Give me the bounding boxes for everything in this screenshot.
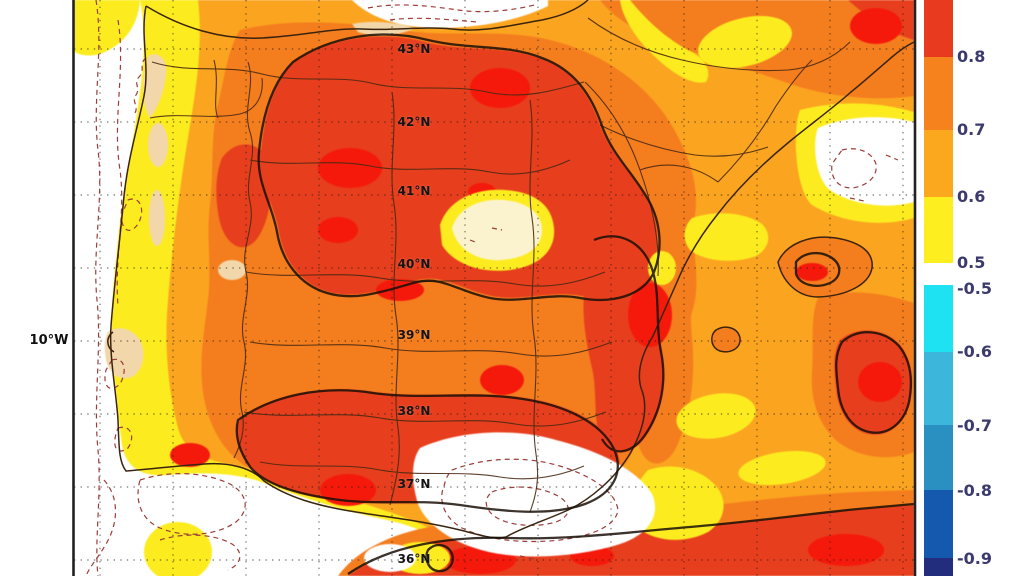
- colorbar-segment: [924, 197, 953, 263]
- lat-label-41n: 41°N: [397, 184, 431, 198]
- colorbar-tick: -0.5: [957, 279, 992, 298]
- pale-center-patch: [452, 199, 542, 261]
- colorbar-tick: 0.5: [957, 253, 986, 272]
- ibiza-fill: [711, 327, 741, 352]
- colorbar-segment: [924, 263, 953, 285]
- lon-label-10w: 10°W: [29, 333, 69, 348]
- colorbar-segment: [924, 285, 953, 352]
- colorbar-tick: -0.8: [957, 481, 992, 500]
- colorbar-segment: [924, 352, 953, 425]
- colorbar-segment: [924, 57, 953, 130]
- lat-label-42n: 42°N: [397, 115, 431, 129]
- lat-label-38n: 38°N: [397, 404, 431, 418]
- colorbar-segment: [924, 130, 953, 197]
- contour-fills: [74, 0, 914, 576]
- colorbar-tick: 0.6: [957, 187, 986, 206]
- colorbar-tick: -0.6: [957, 342, 992, 361]
- colorbar-tick: 0.7: [957, 120, 986, 139]
- lat-label-39n: 39°N: [397, 328, 431, 342]
- colorbar-segment: [924, 0, 953, 57]
- lat-label-36n: 36°N: [397, 552, 431, 566]
- colorbar-segment: [924, 558, 953, 576]
- colorbar-tick: 0.8: [957, 47, 986, 66]
- colorbar-tick: -0.9: [957, 549, 992, 568]
- thick-contours: [235, 33, 914, 575]
- dashed-contours: [85, 0, 899, 576]
- lat-label-43n: 43°N: [397, 42, 431, 56]
- grid-dotted: [74, 0, 914, 576]
- colorbar-segment: [924, 490, 953, 558]
- colorbar-tick: -0.7: [957, 416, 992, 435]
- lat-label-40n: 40°N: [397, 257, 431, 271]
- colorbar-segment: [924, 425, 953, 490]
- lat-label-37n: 37°N: [397, 477, 431, 491]
- colorbar: [924, 0, 953, 576]
